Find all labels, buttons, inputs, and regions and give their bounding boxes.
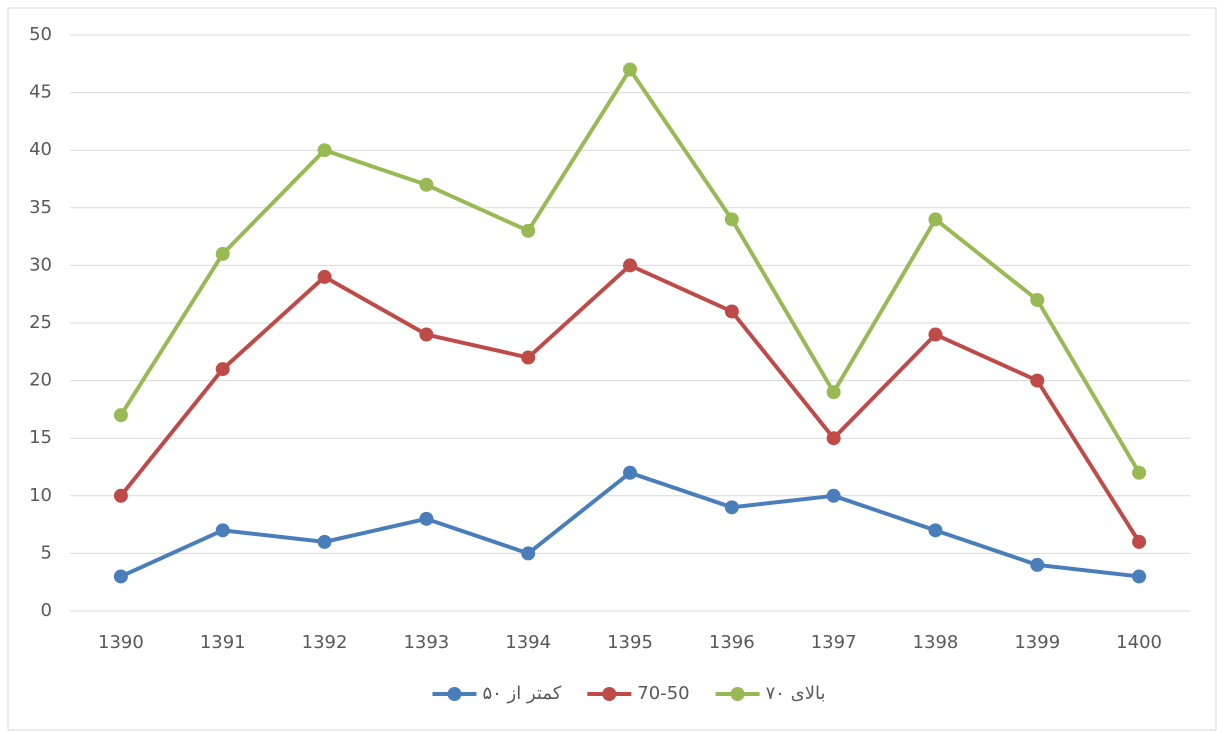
data-point — [113, 408, 128, 423]
data-point — [215, 246, 230, 261]
y-tick-label: 35 — [29, 197, 52, 218]
data-point — [419, 511, 434, 526]
data-point — [724, 500, 739, 515]
legend-label: کمتر از ۵۰ — [482, 683, 561, 704]
data-point — [419, 177, 434, 192]
x-tick-label: 1395 — [607, 632, 653, 653]
data-point — [521, 223, 536, 238]
y-tick-label: 20 — [29, 370, 52, 391]
data-point — [113, 488, 128, 503]
data-point — [928, 327, 943, 342]
data-point — [1132, 534, 1147, 549]
x-tick-label: 1396 — [709, 632, 755, 653]
y-tick-label: 5 — [41, 542, 52, 563]
data-point — [928, 212, 943, 227]
data-point — [623, 62, 637, 77]
data-point — [623, 258, 637, 273]
chart-frame — [7, 7, 1217, 731]
x-tick-label: 1392 — [302, 632, 348, 653]
legend-label: بالای ۷۰ — [766, 683, 826, 704]
x-tick-label: 1391 — [200, 632, 246, 653]
y-tick-label: 40 — [29, 139, 52, 160]
data-point — [928, 523, 943, 538]
y-tick-label: 30 — [29, 254, 52, 275]
legend-marker — [602, 687, 617, 701]
data-point — [1132, 465, 1147, 480]
data-point — [1030, 373, 1045, 388]
x-tick-label: 1397 — [811, 632, 857, 653]
legend-marker — [447, 687, 462, 701]
y-tick-label: 10 — [29, 485, 52, 506]
data-point — [521, 350, 536, 365]
data-point — [724, 212, 739, 227]
x-tick-label: 1398 — [913, 632, 959, 653]
data-point — [1132, 569, 1147, 584]
data-point — [215, 362, 230, 377]
data-point — [317, 269, 332, 284]
data-point — [419, 327, 434, 342]
data-point — [521, 546, 536, 561]
data-point — [623, 465, 637, 480]
x-tick-label: 1393 — [403, 632, 449, 653]
y-tick-label: 0 — [41, 600, 52, 621]
x-tick-label: 1390 — [98, 632, 144, 653]
data-point — [215, 523, 230, 538]
data-point — [113, 569, 128, 584]
y-tick-label: 50 — [29, 24, 52, 45]
y-tick-label: 45 — [29, 82, 52, 103]
data-point — [826, 385, 841, 400]
x-tick-label: 1399 — [1014, 632, 1060, 653]
legend-marker — [730, 687, 745, 701]
data-point — [1030, 557, 1045, 572]
x-tick-label: 1394 — [505, 632, 551, 653]
y-tick-label: 15 — [29, 427, 52, 448]
data-point — [724, 304, 739, 319]
data-point — [317, 534, 332, 549]
data-point — [826, 488, 841, 503]
data-point — [1030, 292, 1045, 307]
legend-label: 70-50 — [637, 683, 689, 704]
x-tick-label: 1400 — [1116, 632, 1162, 653]
data-point — [317, 143, 332, 158]
y-tick-label: 25 — [29, 312, 52, 333]
data-point — [826, 431, 841, 446]
